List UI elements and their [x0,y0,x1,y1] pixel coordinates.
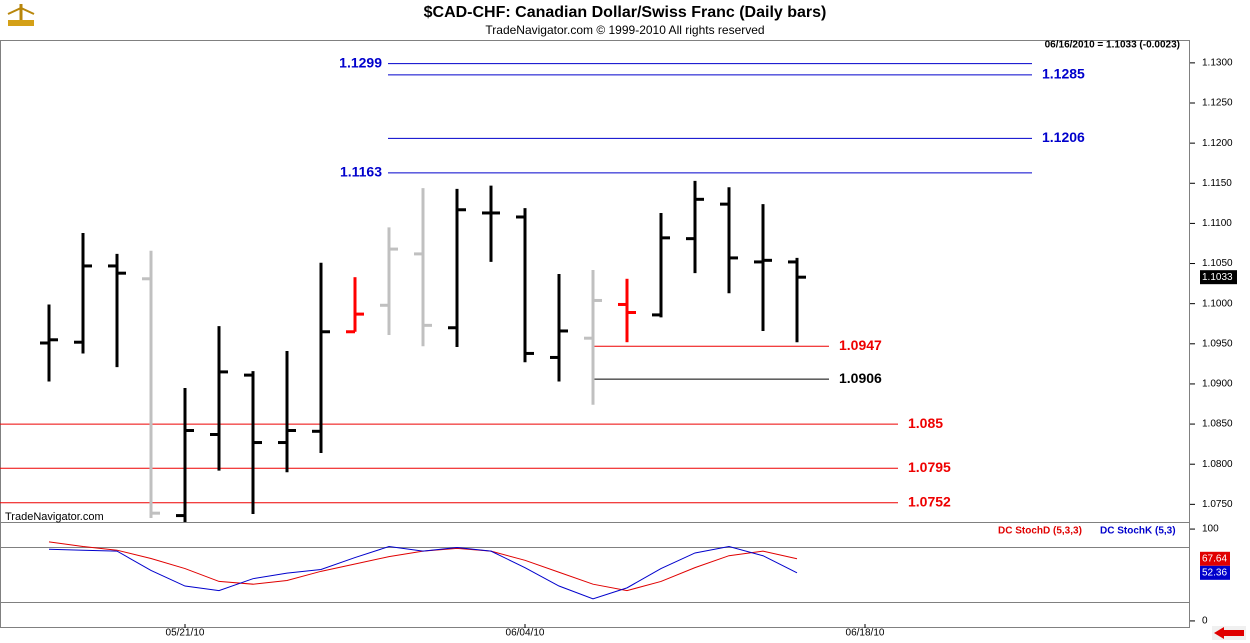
value-box [1200,551,1230,566]
level-label: 1.0795 [908,459,951,475]
y-tick-label: 1.1100 [1202,218,1232,229]
y-tick-label: 1.0950 [1202,338,1233,349]
y-tick-label: 1.1250 [1202,98,1233,109]
quote: 06/16/2010 = 1.1033 (-0.0023) [1045,40,1180,51]
value-label: 67.64 [1202,553,1227,564]
chart-title: $CAD-CHF: Canadian Dollar/Swiss Franc (D… [424,4,827,21]
value-box [1200,565,1230,580]
level-label: 1.0906 [839,370,882,386]
y-tick-label: 1.0900 [1202,379,1233,390]
y-tick-label: 1.1050 [1202,258,1233,269]
legend-entry: DC StochD (5,3,3) [998,526,1082,537]
logo [7,4,35,26]
chart-subtitle: TradeNavigator.com © 1999-2010 All right… [485,23,764,37]
x-tick-label: 05/21/10 [166,628,205,639]
x-tick-label: 06/04/10 [506,628,545,639]
series-line [48,546,798,600]
value-label: 52.36 [1202,567,1227,578]
y-tick-label: 0 [1202,616,1208,627]
y-tick-label: 1.1000 [1202,298,1233,309]
legend-entry: DC StochK (5,3) [1100,526,1176,537]
y-tick-label: 1.0800 [1202,459,1233,470]
x-tick-label: 06/18/10 [846,628,885,639]
level-label: 1.0947 [839,337,882,353]
plot-frame [0,40,1190,628]
level-label: 1.1206 [1042,129,1085,145]
level-label: 1.1163 [340,164,382,180]
level-label: 1.085 [908,415,943,431]
last-price-label: 1.1033 [1202,272,1233,283]
y-tick-label: 100 [1202,524,1219,535]
level-label: 1.0752 [908,493,951,509]
last-price-box [1200,270,1237,285]
y-tick-label: 1.0750 [1202,499,1233,510]
watermark: TradeNavigator.com [5,511,104,523]
y-tick-label: 1.1300 [1202,58,1233,69]
nav-arrow[interactable] [1212,626,1246,640]
y-tick-label: 1.0850 [1202,419,1233,430]
level-label: 1.1299 [339,54,382,70]
y-tick-label: 1.1200 [1202,138,1233,149]
level-label: 1.1285 [1042,66,1085,82]
y-tick-label: 1.1150 [1202,178,1232,189]
